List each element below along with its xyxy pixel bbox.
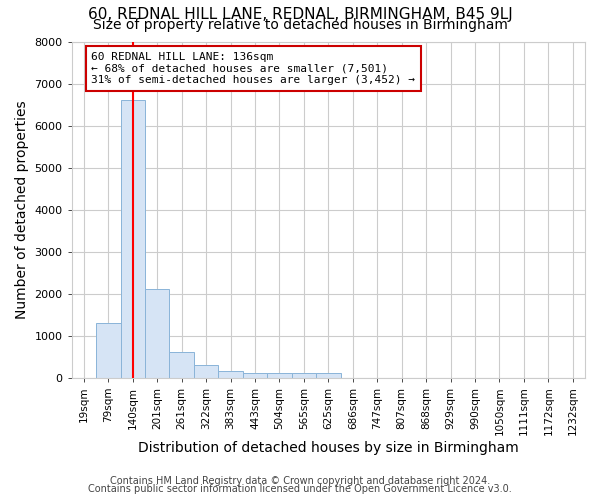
Bar	[121, 100, 145, 378]
Text: 60 REDNAL HILL LANE: 136sqm
← 68% of detached houses are smaller (7,501)
31% of : 60 REDNAL HILL LANE: 136sqm ← 68% of det…	[91, 52, 415, 85]
Bar	[218, 372, 243, 378]
Text: Size of property relative to detached houses in Birmingham: Size of property relative to detached ho…	[92, 18, 508, 32]
X-axis label: Distribution of detached houses by size in Birmingham: Distribution of detached houses by size …	[138, 441, 519, 455]
Text: 60, REDNAL HILL LANE, REDNAL, BIRMINGHAM, B45 9LJ: 60, REDNAL HILL LANE, REDNAL, BIRMINGHAM…	[88, 8, 512, 22]
Bar	[194, 365, 218, 378]
Bar	[96, 323, 121, 378]
Bar	[292, 374, 316, 378]
Text: Contains public sector information licensed under the Open Government Licence v3: Contains public sector information licen…	[88, 484, 512, 494]
Text: Contains HM Land Registry data © Crown copyright and database right 2024.: Contains HM Land Registry data © Crown c…	[110, 476, 490, 486]
Bar	[267, 374, 292, 378]
Bar	[243, 374, 267, 378]
Bar	[145, 290, 169, 378]
Y-axis label: Number of detached properties: Number of detached properties	[15, 100, 29, 319]
Bar	[316, 374, 341, 378]
Bar	[169, 352, 194, 378]
